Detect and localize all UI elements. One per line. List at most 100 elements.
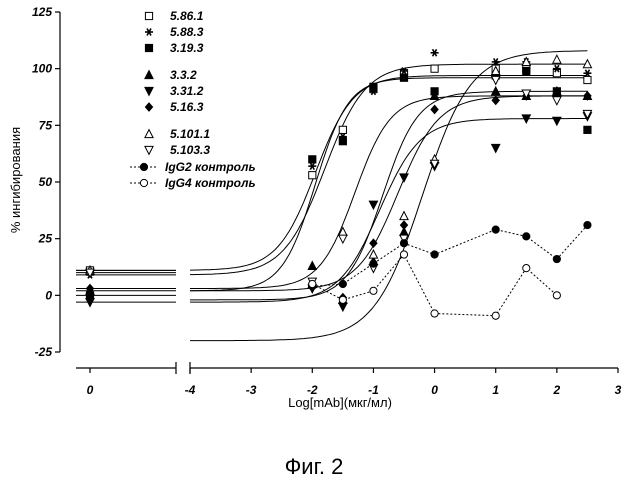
series-9-point bbox=[369, 286, 378, 295]
series-9-point bbox=[399, 250, 409, 259]
series-1-point bbox=[430, 48, 439, 57]
series-9-connector bbox=[312, 253, 558, 317]
legend-item: 3.19.3 bbox=[144, 41, 204, 55]
legend-item: 5.88.3 bbox=[145, 25, 204, 39]
y-tick-label: 50 bbox=[39, 175, 53, 189]
series-4-point bbox=[521, 114, 532, 125]
x-axis-title: Log[mAb](мкг/мл) bbox=[288, 395, 392, 410]
legend-label: 3.31.2 bbox=[170, 84, 204, 98]
legend-marker bbox=[139, 178, 149, 188]
series-5-point bbox=[369, 238, 378, 249]
legend-label: 3.3.2 bbox=[170, 68, 197, 82]
series-7-point bbox=[521, 89, 532, 100]
series-4-point bbox=[337, 302, 348, 313]
legend-label: 5.86.1 bbox=[170, 9, 204, 23]
series-7-point bbox=[337, 234, 348, 245]
y-tick-label: -25 bbox=[35, 345, 53, 359]
legend-marker bbox=[144, 102, 154, 112]
y-tick-label: 125 bbox=[32, 5, 52, 19]
series-6-point bbox=[368, 249, 379, 259]
series-6-point bbox=[399, 210, 409, 221]
fit-curves bbox=[76, 50, 588, 342]
legend-label: 5.103.3 bbox=[170, 143, 210, 157]
series-2-point bbox=[583, 125, 592, 134]
x-tick-label: -2 bbox=[307, 383, 318, 397]
series-8-point bbox=[491, 225, 500, 234]
series-5-point bbox=[430, 104, 439, 115]
legend-label: IgG2 контроль bbox=[165, 160, 256, 174]
series-2-point bbox=[338, 137, 347, 146]
x-tick-label: 3 bbox=[615, 383, 622, 397]
series-1-point bbox=[491, 58, 500, 66]
legend-item: IgG2 контроль bbox=[130, 160, 256, 174]
y-tick-label: 25 bbox=[38, 232, 53, 246]
series-9-point bbox=[552, 291, 561, 300]
x-tick-label: 1 bbox=[492, 383, 499, 397]
series-5-point bbox=[491, 95, 500, 106]
series-4-point bbox=[490, 143, 501, 154]
series-7-point bbox=[582, 109, 593, 120]
series-1-fit-curve bbox=[190, 63, 588, 276]
legend-marker bbox=[144, 69, 154, 80]
x-tick-label: -4 bbox=[185, 383, 196, 397]
series-5-fit-curve bbox=[190, 95, 588, 289]
series-7-point bbox=[490, 75, 501, 86]
series-5-point bbox=[399, 220, 409, 230]
series-9-point bbox=[338, 295, 347, 304]
series-9-point bbox=[430, 309, 439, 318]
series-6-point bbox=[490, 65, 501, 76]
series-2-point bbox=[308, 155, 317, 164]
series-8-point bbox=[430, 250, 439, 259]
legend-item: IgG4 контроль bbox=[130, 176, 256, 190]
series-0-point bbox=[308, 171, 317, 180]
legend-marker bbox=[144, 128, 154, 139]
series-2-fit-curve bbox=[190, 77, 588, 292]
x-tick-label: 2 bbox=[553, 383, 561, 397]
legend-marker bbox=[144, 86, 154, 97]
series-3-point bbox=[490, 85, 501, 96]
series-6-point bbox=[551, 54, 562, 64]
series-0-point bbox=[583, 75, 592, 85]
series-8-connector bbox=[312, 224, 588, 287]
series-8-point bbox=[399, 239, 409, 248]
chart-axes: -25 0 25 50 75 100 125 0 -4 -3 -2 -1 0 1 2 3 bbox=[32, 5, 622, 397]
series-1-point bbox=[583, 69, 592, 78]
series-7-point bbox=[399, 234, 409, 245]
legend-item: 5.101.1 bbox=[144, 127, 210, 141]
series-1-point bbox=[552, 64, 561, 73]
legend-item: 5.16.3 bbox=[144, 100, 204, 114]
legend-marker bbox=[144, 145, 154, 156]
figure-caption: Фиг. 2 bbox=[284, 454, 344, 479]
series-8-point bbox=[369, 259, 378, 268]
legend-label: 3.19.3 bbox=[170, 41, 204, 55]
series-9-point bbox=[491, 311, 500, 320]
x-tick-label: -3 bbox=[246, 383, 257, 397]
legend-label: 5.16.3 bbox=[170, 100, 204, 114]
legend: 5.86.1 5.88.3 3.19.3 3.3.2 3.31.2 5.16.3 5.101… bbox=[130, 9, 256, 190]
series-6-point bbox=[582, 58, 593, 69]
legend-marker bbox=[145, 28, 153, 36]
series-4-fit-curve bbox=[190, 118, 588, 303]
legend-marker bbox=[139, 162, 149, 172]
legend-marker bbox=[144, 43, 154, 53]
legend-label: IgG4 контроль bbox=[165, 176, 256, 190]
legend-item: 5.103.3 bbox=[144, 143, 210, 157]
series-3-point bbox=[307, 260, 318, 270]
series-8-point bbox=[338, 279, 347, 289]
series-0-point bbox=[430, 64, 439, 73]
x-tick-label: -1 bbox=[368, 383, 379, 397]
series-8-point bbox=[552, 254, 561, 264]
series-9-point bbox=[308, 279, 317, 289]
series-8-point bbox=[583, 220, 592, 230]
series-7-baseline-point bbox=[85, 268, 95, 279]
series-3-fit-curve bbox=[190, 90, 588, 301]
y-tick-label: 100 bbox=[32, 62, 52, 76]
series-6-point bbox=[521, 56, 532, 66]
series-4-point bbox=[551, 116, 562, 127]
legend-item: 3.3.2 bbox=[144, 68, 197, 82]
x-tick-label: 0 bbox=[87, 383, 94, 397]
series-5-point bbox=[583, 91, 592, 101]
x-tick-label: 0 bbox=[431, 383, 438, 397]
legend-marker bbox=[144, 11, 154, 21]
